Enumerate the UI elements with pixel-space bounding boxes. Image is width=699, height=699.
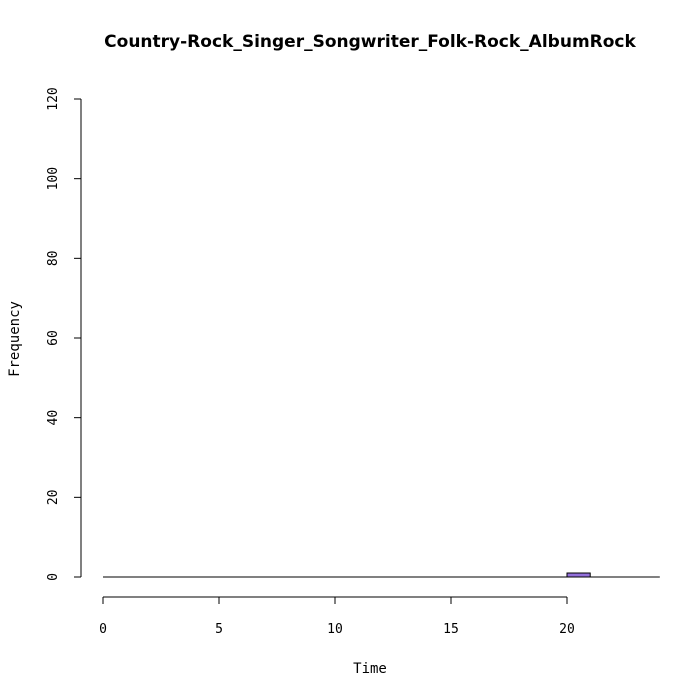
x-axis-label: Time xyxy=(353,661,387,677)
x-tick-label: 5 xyxy=(215,622,223,637)
y-tick-label: 120 xyxy=(46,87,61,110)
y-tick-label: 100 xyxy=(46,167,61,190)
chart-title: Country-Rock_Singer_Songwriter_Folk-Rock… xyxy=(104,32,636,52)
x-tick-label: 10 xyxy=(327,622,343,637)
histogram-bar xyxy=(566,572,591,578)
x-axis-ticks: 0 5 10 15 20 xyxy=(99,597,575,637)
y-tick-label: 40 xyxy=(46,410,61,426)
histogram-bars xyxy=(566,572,591,578)
x-tick-label: 0 xyxy=(99,622,107,637)
y-tick-label: 20 xyxy=(46,490,61,506)
y-tick-label: 60 xyxy=(46,330,61,346)
y-tick-label: 80 xyxy=(46,251,61,267)
y-axis-ticks: 0 20 40 60 80 100 120 xyxy=(46,87,81,581)
y-axis-label: Frequency xyxy=(7,301,23,377)
y-tick-label: 0 xyxy=(46,573,61,581)
x-tick-label: 20 xyxy=(559,622,575,637)
x-tick-label: 15 xyxy=(443,622,459,637)
